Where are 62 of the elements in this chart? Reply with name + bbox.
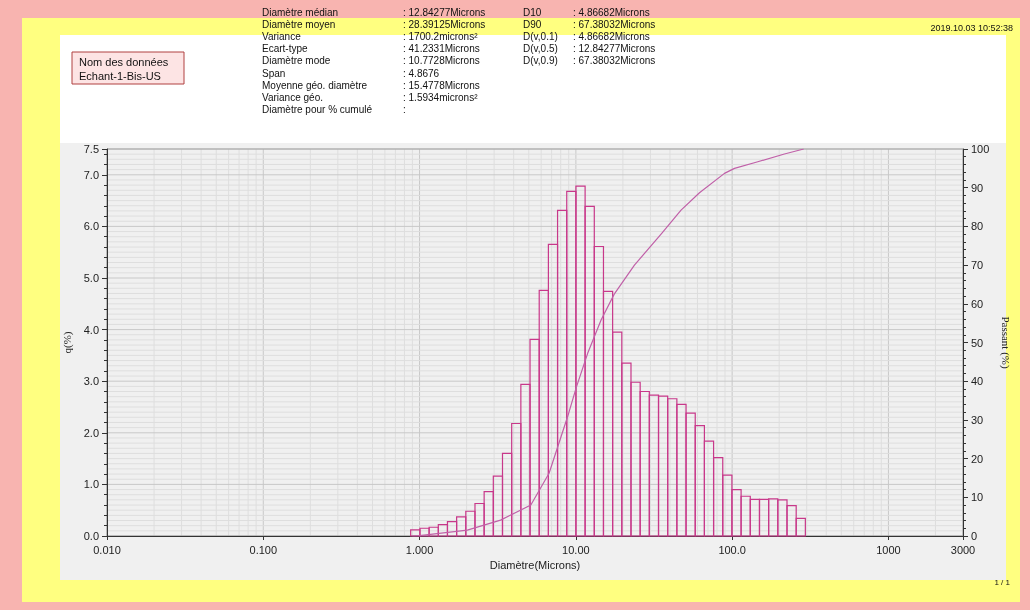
text: Variance bbox=[262, 30, 302, 42]
text: : 15.4778Microns bbox=[403, 79, 480, 91]
y-tick-label: 2.0 bbox=[83, 426, 99, 439]
y-tick-label: 7.5 bbox=[83, 143, 99, 155]
x-tick-label: 100.0 bbox=[718, 543, 746, 556]
text: : 12.84277Microns bbox=[403, 6, 486, 18]
text: : bbox=[403, 104, 406, 116]
text: Diamètre moyen bbox=[262, 18, 336, 30]
text: : 10.7728Microns bbox=[403, 55, 480, 67]
text: : 4.8676 bbox=[403, 67, 440, 79]
y2-tick-label: 60 bbox=[971, 297, 984, 310]
y-tick-label: 5.0 bbox=[83, 272, 99, 284]
text: : 1700.2microns² bbox=[403, 30, 479, 42]
y2-tick-label: 40 bbox=[971, 375, 984, 388]
y2-axis-title: Passant (%) bbox=[998, 316, 1012, 369]
y-tick-label: 6.0 bbox=[83, 220, 99, 233]
text: : 67.38032Microns bbox=[573, 18, 656, 30]
y-tick-label: 0.0 bbox=[83, 530, 99, 542]
text: Echant-1-Bis-US bbox=[79, 69, 161, 82]
text: Ecart-type bbox=[262, 43, 309, 55]
text: D(v,0.9) bbox=[523, 55, 558, 67]
text: : 28.39125Microns bbox=[403, 18, 486, 30]
x-tick-label: 1.000 bbox=[405, 543, 434, 556]
y-tick-label: 3.0 bbox=[83, 375, 99, 388]
text: Diamètre médian bbox=[262, 6, 339, 18]
x-tick-label: 0.010 bbox=[93, 543, 121, 556]
y2-tick-label: 100 bbox=[971, 143, 990, 155]
x-tick-label: 3000 bbox=[950, 543, 976, 556]
text: 1 / 1 bbox=[994, 577, 1011, 587]
text: 2019.10.03 10:52:38 bbox=[930, 22, 1013, 33]
text: D(v,0.1) bbox=[523, 30, 558, 42]
text: D10 bbox=[523, 6, 542, 18]
y2-tick-label: 30 bbox=[971, 413, 984, 426]
y2-tick-label: 20 bbox=[971, 452, 984, 465]
text: : 12.84277Microns bbox=[573, 43, 656, 55]
y2-tick-label: 10 bbox=[971, 491, 984, 504]
text: Diamètre mode bbox=[262, 55, 331, 67]
text: Variance géo. bbox=[262, 91, 323, 103]
y-tick-label: 4.0 bbox=[83, 323, 99, 336]
text: D(v,0.5) bbox=[523, 43, 558, 55]
text: Diamètre pour % cumulé bbox=[262, 104, 373, 116]
x-tick-label: 10.00 bbox=[562, 543, 590, 556]
y-axis-title: q(%) bbox=[61, 331, 75, 354]
text: Span bbox=[262, 67, 286, 79]
y2-tick-label: 0 bbox=[971, 530, 978, 542]
text: : 1.5934microns² bbox=[403, 91, 479, 103]
y-tick-label: 7.0 bbox=[83, 168, 99, 181]
y-tick-label: 1.0 bbox=[83, 478, 99, 491]
text: : 4.86682Microns bbox=[573, 30, 650, 42]
text: : 4.86682Microns bbox=[573, 6, 650, 18]
text: : 41.2331Microns bbox=[403, 43, 480, 55]
text: Moyenne géo. diamètre bbox=[262, 79, 368, 91]
y2-tick-label: 70 bbox=[971, 259, 984, 272]
y2-tick-label: 50 bbox=[971, 336, 984, 349]
text: Nom des données bbox=[79, 55, 169, 68]
x-axis-title: Diamètre(Microns) bbox=[489, 559, 581, 572]
y2-tick-label: 90 bbox=[971, 181, 984, 194]
text: : 67.38032Microns bbox=[573, 55, 656, 67]
x-tick-label: 1000 bbox=[876, 543, 901, 556]
y2-tick-label: 80 bbox=[971, 220, 984, 233]
x-tick-label: 0.100 bbox=[249, 543, 278, 556]
text: D90 bbox=[523, 18, 542, 30]
